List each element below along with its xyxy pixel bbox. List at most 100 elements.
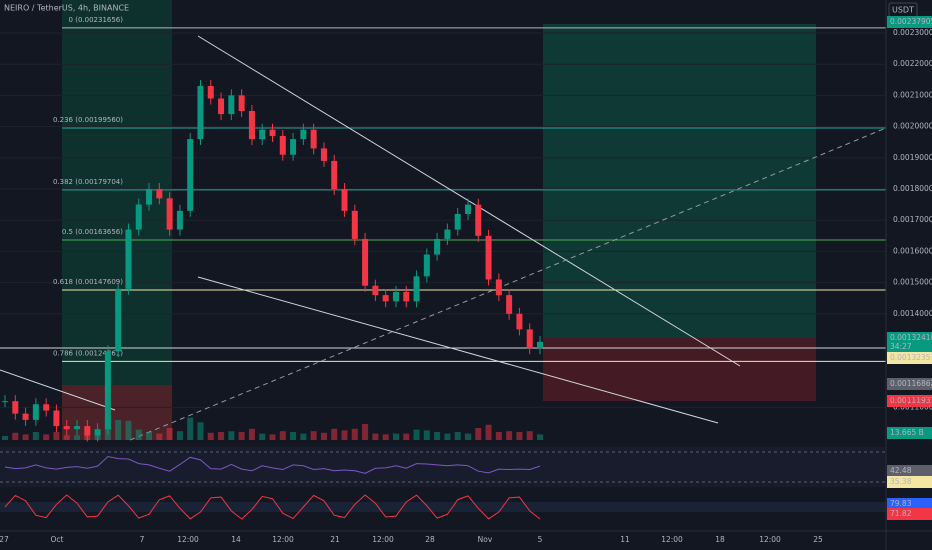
fib-label: 0.382 (0.00179704) — [53, 178, 123, 186]
time-label: 27 — [0, 535, 9, 544]
candle-body — [526, 329, 533, 349]
volume-bar — [464, 433, 471, 440]
rsi-panel — [0, 447, 886, 487]
candle-body — [146, 189, 153, 205]
volume-bar — [392, 433, 399, 440]
candle-body — [115, 288, 122, 352]
time-label: 21 — [330, 535, 340, 544]
volume-bar — [207, 432, 214, 440]
volume-bar — [218, 432, 225, 440]
volume-bar — [341, 430, 348, 440]
time-label: Oct — [51, 535, 64, 544]
fib-label: 0.5 (0.00163656) — [62, 228, 123, 236]
price-tag-label: 34:27 — [890, 342, 912, 351]
volume-bar — [248, 428, 255, 440]
candle-body — [290, 139, 297, 155]
fib-label: 0.618 (0.00147609) — [53, 278, 123, 286]
volume-bar — [485, 424, 492, 440]
fib-label: 0.236 (0.00199560) — [53, 116, 123, 124]
price-tag-label: 71.82 — [890, 509, 912, 518]
volume-bar — [156, 433, 163, 440]
stoch-band — [0, 502, 886, 512]
volume-bar — [125, 420, 132, 440]
candle-body — [94, 429, 101, 436]
currency[interactable]: USDT — [892, 6, 914, 15]
candle-body — [74, 426, 81, 430]
time-label: 25 — [813, 535, 823, 544]
volume-bar — [506, 431, 513, 440]
candle-body — [506, 295, 513, 314]
price-tag-label: 0.00132410 — [890, 333, 932, 342]
trend-line — [0, 369, 116, 411]
candle-body — [104, 351, 111, 430]
time-label: 7 — [140, 535, 145, 544]
time-label: 12:00 — [272, 535, 294, 544]
volume-bar — [382, 434, 389, 440]
candle-body — [331, 160, 338, 189]
volume-bar — [372, 433, 379, 440]
price-tag — [887, 476, 932, 488]
volume-bar — [454, 432, 461, 440]
trend-line — [197, 35, 741, 367]
volume-bar — [115, 420, 122, 440]
candle-body — [12, 401, 19, 414]
candle-body — [238, 95, 245, 111]
volume-bar — [362, 424, 369, 440]
symbol-title: NEIRO / TetherUS, 4h, BINANCE — [4, 4, 129, 13]
candle-body — [413, 276, 420, 302]
candle-body — [392, 291, 399, 302]
volume-bar — [403, 433, 410, 440]
candle-body — [197, 86, 204, 140]
candle-body — [423, 254, 430, 277]
volume-bar — [2, 436, 8, 440]
candle-body — [166, 198, 173, 230]
long-position-stop — [543, 338, 816, 401]
candle-body — [444, 229, 451, 239]
volume-bar — [269, 434, 276, 440]
time-label: 12:00 — [759, 535, 781, 544]
volume-bar — [495, 432, 502, 440]
candle-body — [2, 401, 8, 403]
candle-body — [125, 229, 132, 289]
price-tag-label: 0.00132351 — [890, 353, 932, 362]
price-tag — [887, 16, 932, 28]
volume-bar — [146, 432, 153, 440]
volume-bar — [176, 431, 183, 440]
volume-bar — [94, 434, 101, 440]
volume-bar — [187, 417, 194, 440]
volume-bar — [74, 435, 81, 440]
volume-bar — [475, 428, 482, 440]
rsi-line — [4, 455, 541, 474]
volume-bar — [32, 432, 39, 440]
candle-body — [187, 139, 194, 211]
time-label: 14 — [231, 535, 241, 544]
volume-bar — [310, 431, 317, 440]
volume-bar — [259, 433, 266, 440]
volume-bar — [84, 433, 91, 440]
trend-line — [197, 276, 719, 424]
volume-bar — [320, 432, 327, 440]
candle-body — [156, 189, 163, 199]
projection-line — [129, 127, 887, 441]
time-label: 12:00 — [661, 535, 683, 544]
volume-bar — [22, 434, 29, 440]
volume-bar — [12, 432, 19, 440]
volume-bar — [434, 432, 441, 440]
candle-body — [362, 238, 369, 286]
volume-bar — [444, 433, 451, 440]
candle-body — [434, 238, 441, 255]
volume-bar — [166, 428, 173, 440]
candle-body — [218, 98, 225, 115]
candle-body — [32, 404, 39, 420]
price-tag — [887, 395, 932, 407]
candle-body — [176, 210, 183, 230]
candle-body — [403, 291, 410, 302]
candle-body — [248, 111, 255, 140]
